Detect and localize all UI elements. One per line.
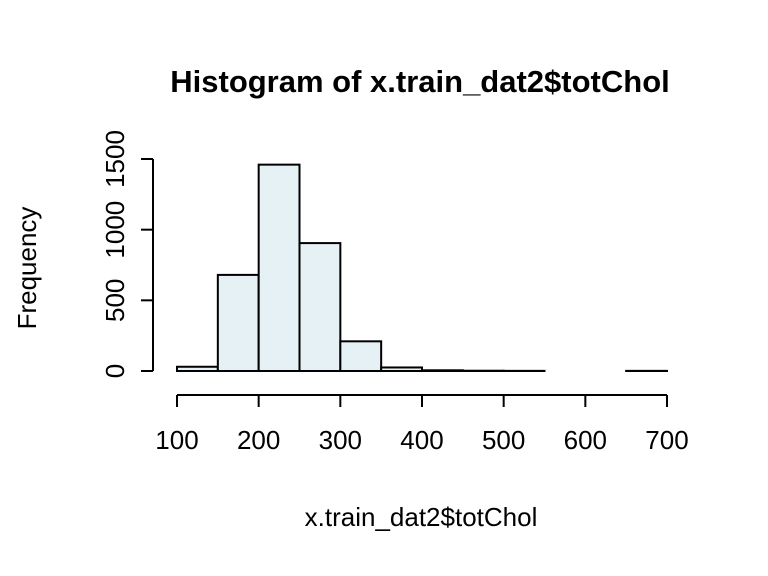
y-tick-label: 500 — [100, 279, 130, 322]
histogram-bar-6 — [421, 369, 464, 373]
x-tick-label: 400 — [400, 425, 443, 455]
x-tick-label: 200 — [237, 425, 280, 455]
x-tick-label: 500 — [482, 425, 525, 455]
histogram-bar-2 — [257, 163, 301, 372]
x-ticks-group: 100 200 300 400 500 600 700 — [155, 395, 689, 455]
x-tick-label: 600 — [564, 425, 607, 455]
histogram-bar-4 — [339, 340, 383, 373]
y-tick-label: 1500 — [100, 130, 130, 188]
x-tick-label: 100 — [155, 425, 198, 455]
y-tick-label: 0 — [100, 364, 130, 378]
y-axis-label: Frequency — [12, 207, 42, 330]
x-axis-label: x.train_dat2$totChol — [305, 502, 538, 532]
y-tick-label: 1000 — [100, 201, 130, 259]
histogram-bar-5 — [380, 366, 423, 373]
x-tick-label: 300 — [319, 425, 362, 455]
histogram-bar-1 — [216, 273, 260, 373]
histogram-bar-0 — [176, 365, 219, 373]
histogram-bar-3 — [298, 242, 342, 373]
y-ticks-group: 0 500 1000 1500 — [100, 130, 153, 378]
chart-title: Histogram of x.train_dat2$totChol — [170, 64, 670, 99]
bars-group — [176, 163, 669, 373]
x-tick-label: 700 — [645, 425, 688, 455]
